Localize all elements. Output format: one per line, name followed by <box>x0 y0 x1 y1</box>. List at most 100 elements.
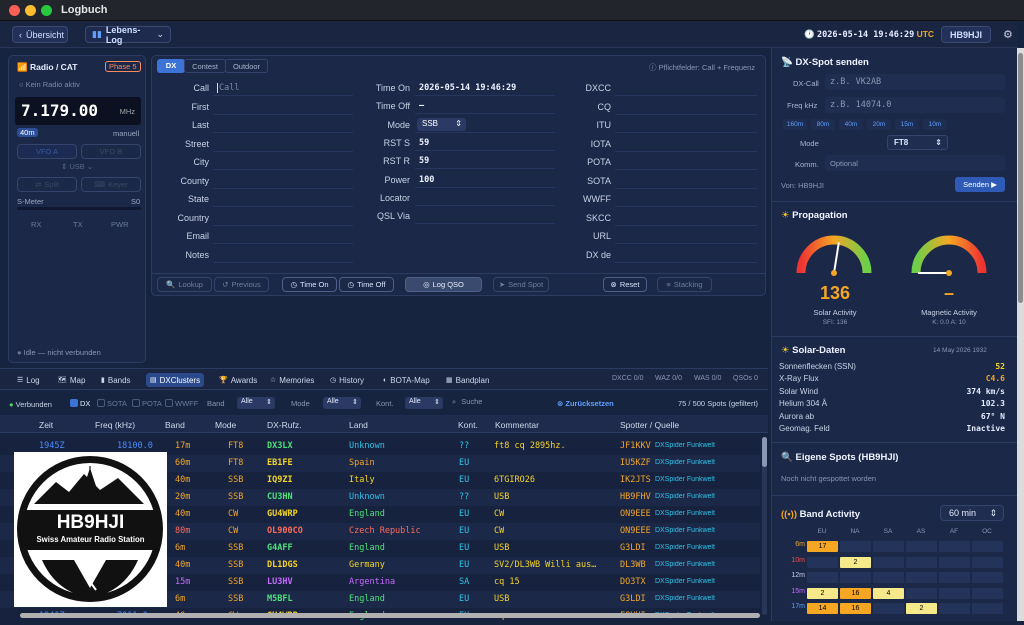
send-spot-button[interactable]: ➤ Send Spot <box>493 277 549 292</box>
band-activity-cell[interactable] <box>807 572 838 583</box>
band-activity-cell[interactable] <box>972 572 1003 583</box>
table-row[interactable]: 15m SSB LU3HV Argentina SA cq 15 DO3TX DXSpider… <box>0 574 760 591</box>
vfo-b-button[interactable]: VFO B <box>81 144 141 159</box>
band-activity-cell[interactable] <box>840 572 871 583</box>
spot-band-160m[interactable]: 160m <box>783 119 807 130</box>
spot-mode-select[interactable]: FT8 ⇕ <box>887 135 948 150</box>
field-wwff[interactable] <box>615 191 757 207</box>
stacking-button[interactable]: ≡ Stacking <box>657 277 712 292</box>
band-activity-cell[interactable] <box>939 587 970 599</box>
field-power[interactable]: 100 <box>415 172 555 188</box>
band-activity-cell[interactable] <box>906 587 937 599</box>
field-cq[interactable] <box>615 99 757 115</box>
table-row[interactable]: 60m FT8 EB1FE Spain EU IU5KZF DXSpider Funkwel… <box>0 455 760 472</box>
table-row[interactable]: 40m SSB IQ9ZI Italy EU 6TGIRO26 IK2JTS DXSpider… <box>0 472 760 489</box>
previous-button[interactable]: ↺ Previous <box>214 277 269 292</box>
field-qsl-via[interactable] <box>415 208 555 225</box>
time-on-button[interactable]: ◷ Time On <box>282 277 337 292</box>
vfo-a-button[interactable]: VFO A <box>17 144 77 159</box>
filter-sota-checkbox[interactable]: SOTA <box>97 399 127 408</box>
tab-history[interactable]: ◷ History <box>330 373 364 387</box>
field-mode[interactable]: SSB ⇕ <box>415 117 555 133</box>
tab-map[interactable]: 🗺 Map <box>58 373 85 387</box>
log-selector[interactable]: ▮▮ Lebens-Log ⌄ <box>85 25 171 45</box>
send-spot-button[interactable]: Senden ▶ <box>955 177 1005 192</box>
split-button[interactable]: ⇄ Split <box>17 177 77 192</box>
tab-log[interactable]: ☰ Log <box>17 373 40 387</box>
filter-wwff-checkbox[interactable]: WWFF <box>165 399 198 408</box>
band-activity-cell[interactable] <box>807 556 838 568</box>
table-row[interactable]: 1945Z 18100.0 17m FT8 DX3LX Unknown?? ft8 cq 2… <box>0 438 760 455</box>
band-activity-cell[interactable] <box>906 541 937 552</box>
band-activity-range[interactable]: 60 min ⇕ <box>940 505 1004 521</box>
band-activity-cell[interactable] <box>873 541 904 552</box>
table-row[interactable]: 40m SSB DL1DGS Germany EU SV2/DL3WB Willi aus… <box>0 557 760 574</box>
qso-tab-outdoor[interactable]: Outdoor <box>225 59 268 73</box>
zoom-window-button[interactable] <box>41 5 52 16</box>
dxcall-input[interactable]: z.B. VK2AB <box>825 74 1005 90</box>
field-email[interactable] <box>213 228 353 244</box>
callsign-badge[interactable]: HB9HJI <box>941 26 991 43</box>
komm-input[interactable]: Optional <box>825 155 1005 171</box>
band-activity-cell[interactable] <box>873 603 904 614</box>
column-header[interactable]: Spotter / Quelle <box>620 420 680 430</box>
field-call[interactable]: Call <box>213 80 353 96</box>
field-sota[interactable] <box>615 173 757 189</box>
filter-kont-select[interactable]: Alle ⇕ <box>405 397 443 409</box>
minimize-window-button[interactable] <box>25 5 36 16</box>
spot-band-80m[interactable]: 80m <box>811 119 835 130</box>
filter-mode-select[interactable]: Alle ⇕ <box>323 397 361 409</box>
field-county[interactable] <box>213 173 353 189</box>
band-activity-cell[interactable] <box>972 587 1003 599</box>
spot-band-20m[interactable]: 20m <box>867 119 891 130</box>
filter-dx-checkbox[interactable]: DX <box>70 399 90 408</box>
field-iota[interactable] <box>615 136 757 152</box>
band-activity-cell[interactable]: 16 <box>840 603 871 614</box>
gear-icon[interactable]: ⚙ <box>1003 29 1013 41</box>
column-header[interactable]: DX-Rufz. <box>267 420 302 430</box>
band-activity-cell[interactable] <box>906 572 937 583</box>
qso-tab-dx[interactable]: DX <box>157 59 185 73</box>
field-dxcc[interactable] <box>615 80 757 96</box>
qso-tab-contest[interactable]: Contest <box>184 59 226 73</box>
column-header[interactable]: Land <box>349 420 368 430</box>
field-last[interactable] <box>213 117 353 133</box>
column-header[interactable]: Kont. <box>458 420 478 430</box>
table-row[interactable]: 80m CW OL900CO Czech Republic EU CW ON9EEE DXSp… <box>0 523 760 540</box>
field-skcc[interactable] <box>615 210 757 226</box>
field-itu[interactable] <box>615 117 757 133</box>
column-header[interactable]: Freq (kHz) <box>95 420 136 430</box>
band-activity-cell[interactable]: 14 <box>807 603 838 614</box>
field-rst-s[interactable]: 59 <box>415 135 555 151</box>
band-activity-cell[interactable] <box>906 556 937 568</box>
field-notes[interactable] <box>213 247 353 263</box>
time-off-button[interactable]: ◷ Time Off <box>339 277 394 292</box>
band-activity-cell[interactable] <box>939 556 970 568</box>
log-qso-button[interactable]: ◎ Log QSO <box>405 277 482 292</box>
field-city[interactable] <box>213 154 353 170</box>
band-activity-cell[interactable]: 2 <box>906 603 937 614</box>
freq-input[interactable]: z.B. 14074.0 <box>825 97 1005 113</box>
window-scrollbar[interactable] <box>1017 48 1024 621</box>
band-activity-cell[interactable] <box>939 541 970 552</box>
field-rst-r[interactable]: 59 <box>415 153 555 170</box>
tab-bandplan[interactable]: ▦ Bandplan <box>446 373 489 387</box>
field-first[interactable] <box>213 99 353 115</box>
tab-awards[interactable]: 🏆 Awards <box>219 373 257 387</box>
search-input[interactable]: ⌕ Suche <box>452 397 552 409</box>
table-row[interactable]: 6m SSB G4AFF England EU USB G3LDI DXSpider Funk… <box>0 540 760 557</box>
field-locator[interactable] <box>415 190 555 206</box>
mode-select[interactable]: ⇕ USB ⌄ <box>61 162 94 171</box>
spot-band-10m[interactable]: 10m <box>923 119 947 130</box>
horizontal-scrollbar[interactable] <box>20 613 760 618</box>
table-row[interactable]: 6m SSB M5BFL England EU USB G3LDI DXSpider Funk… <box>0 591 760 608</box>
band-activity-cell[interactable]: 16 <box>840 587 871 599</box>
field-state[interactable] <box>213 191 353 207</box>
table-row[interactable]: 20m SSB CU3HN Unknown?? USB HB9FHV DXSpider Fu… <box>0 489 760 506</box>
tab-memories[interactable]: ☆ Memories <box>270 373 314 387</box>
band-activity-cell[interactable] <box>939 603 970 614</box>
band-activity-cell[interactable] <box>873 572 904 583</box>
band-activity-cell[interactable] <box>840 541 871 552</box>
lookup-button[interactable]: 🔍 Lookup <box>157 277 212 292</box>
reset-button[interactable]: ⊗ Reset <box>603 277 647 292</box>
